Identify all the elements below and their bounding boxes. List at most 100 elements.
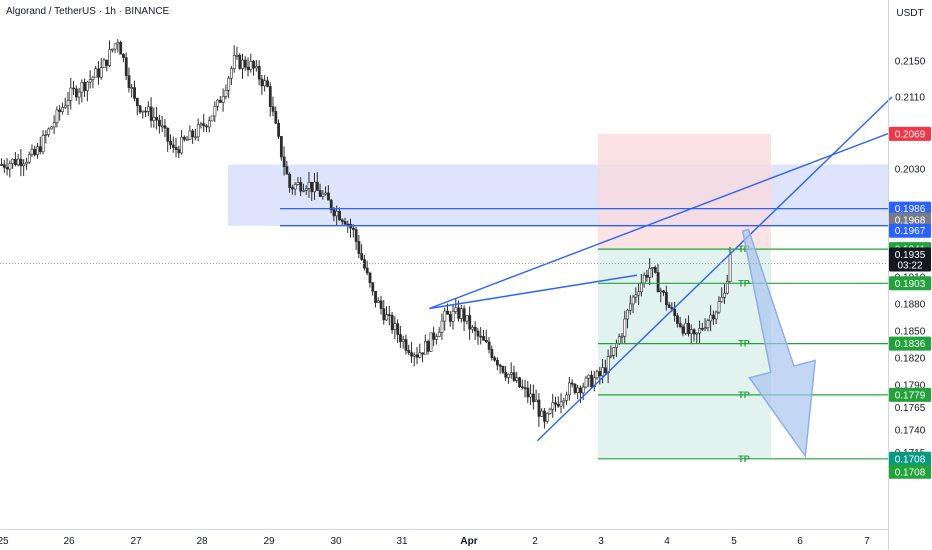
candle-down — [183, 136, 186, 140]
candle-up — [130, 87, 134, 89]
candle-up — [637, 291, 641, 296]
price-tick-label: 0.1850 — [895, 327, 926, 338]
candle-up — [529, 393, 533, 398]
candle-up — [66, 100, 70, 106]
candle-up — [30, 148, 34, 155]
candle-down — [604, 367, 607, 374]
candle-up — [429, 332, 433, 352]
price-tag-bg — [889, 212, 931, 227]
candle-up — [634, 294, 638, 298]
time-tick-label: 30 — [330, 536, 342, 547]
candle-down — [537, 399, 541, 417]
candle-up — [111, 48, 114, 51]
candle-up — [307, 181, 311, 189]
candle-down — [382, 308, 386, 321]
candle-down — [346, 223, 350, 226]
price-tick-label: 0.1740 — [895, 426, 926, 437]
price-tag-bg — [889, 126, 931, 141]
candle-up — [296, 182, 300, 185]
time-tick-label: 29 — [263, 536, 275, 547]
time-tick-label: 31 — [396, 536, 408, 547]
candle-down — [158, 119, 161, 127]
candle-up — [725, 281, 729, 294]
candle-up — [460, 308, 463, 319]
candle-up — [587, 374, 591, 379]
candle-up — [196, 124, 200, 138]
candle-down — [512, 372, 516, 381]
candle-down — [667, 304, 671, 308]
price-tick-label: 0.1820 — [895, 354, 926, 365]
price-tag: 0.1968 — [895, 215, 926, 226]
candle-down — [543, 410, 546, 422]
candle-down — [33, 148, 37, 156]
candle-down — [291, 187, 294, 190]
candle-down — [482, 336, 485, 341]
candle-up — [424, 341, 427, 355]
candle-down — [501, 366, 505, 373]
price-tag-bg — [889, 223, 931, 238]
candle-down — [202, 123, 206, 127]
candle-down — [448, 314, 452, 322]
candle-down — [473, 326, 477, 332]
candle-up — [185, 139, 189, 141]
candle-up — [194, 136, 197, 139]
chart-title: Algorand / TetherUS · 1h · BINANCE — [6, 6, 170, 17]
candle-up — [47, 128, 51, 135]
price-tag-bg — [889, 464, 931, 479]
candle-up — [160, 125, 164, 128]
candle-down — [426, 341, 430, 352]
candle-up — [626, 309, 630, 320]
time-tick-label: 2 — [532, 536, 538, 547]
candle-down — [371, 282, 375, 292]
candle-down — [282, 156, 286, 168]
candle-down — [476, 330, 480, 337]
candle-down — [468, 315, 472, 330]
candle-down — [365, 267, 369, 274]
time-axis[interactable]: 25 26 27 28 29 30 31 Apr 2 3 4 5 6 7 — [0, 536, 870, 547]
candle-down — [407, 350, 411, 353]
candle-up — [609, 355, 613, 357]
candle-down — [299, 182, 303, 192]
candle-down — [219, 99, 222, 103]
candle-down — [338, 210, 341, 221]
candle-up — [562, 399, 566, 403]
candle-down — [238, 55, 242, 69]
candle-up — [27, 154, 31, 163]
candle-down — [343, 221, 347, 225]
candle-down — [166, 127, 170, 142]
candle-up — [440, 320, 444, 333]
candle-up — [69, 87, 73, 101]
candle-down — [656, 272, 660, 293]
candle-down — [390, 314, 394, 330]
candle-up — [515, 377, 519, 381]
candle-up — [595, 371, 599, 379]
candle-down — [127, 75, 131, 88]
trendline — [429, 131, 893, 310]
price-tag: 0.1836 — [895, 339, 926, 350]
candle-down — [374, 290, 377, 303]
candle-down — [246, 66, 250, 70]
candle-up — [454, 307, 458, 312]
candle-down — [357, 241, 361, 254]
candle-up — [263, 80, 267, 87]
candle-up — [703, 327, 707, 330]
candle-up — [52, 122, 56, 128]
candle-down — [504, 372, 508, 378]
candle-down — [664, 292, 668, 306]
candle-up — [723, 292, 726, 298]
candles-layer — [0, 39, 732, 429]
candle-down — [14, 158, 17, 165]
price-tag: 0.1986 — [895, 204, 926, 215]
time-tick-label: 4 — [664, 536, 670, 547]
arrow-layer — [741, 228, 817, 459]
candle-up — [548, 408, 552, 414]
candle-down — [277, 122, 281, 137]
candle-down — [318, 190, 322, 197]
candle-up — [620, 335, 624, 338]
candle-up — [116, 42, 120, 45]
candle-down — [2, 164, 6, 168]
candle-down — [5, 167, 9, 170]
candle-up — [709, 314, 713, 322]
candle-up — [304, 188, 308, 191]
